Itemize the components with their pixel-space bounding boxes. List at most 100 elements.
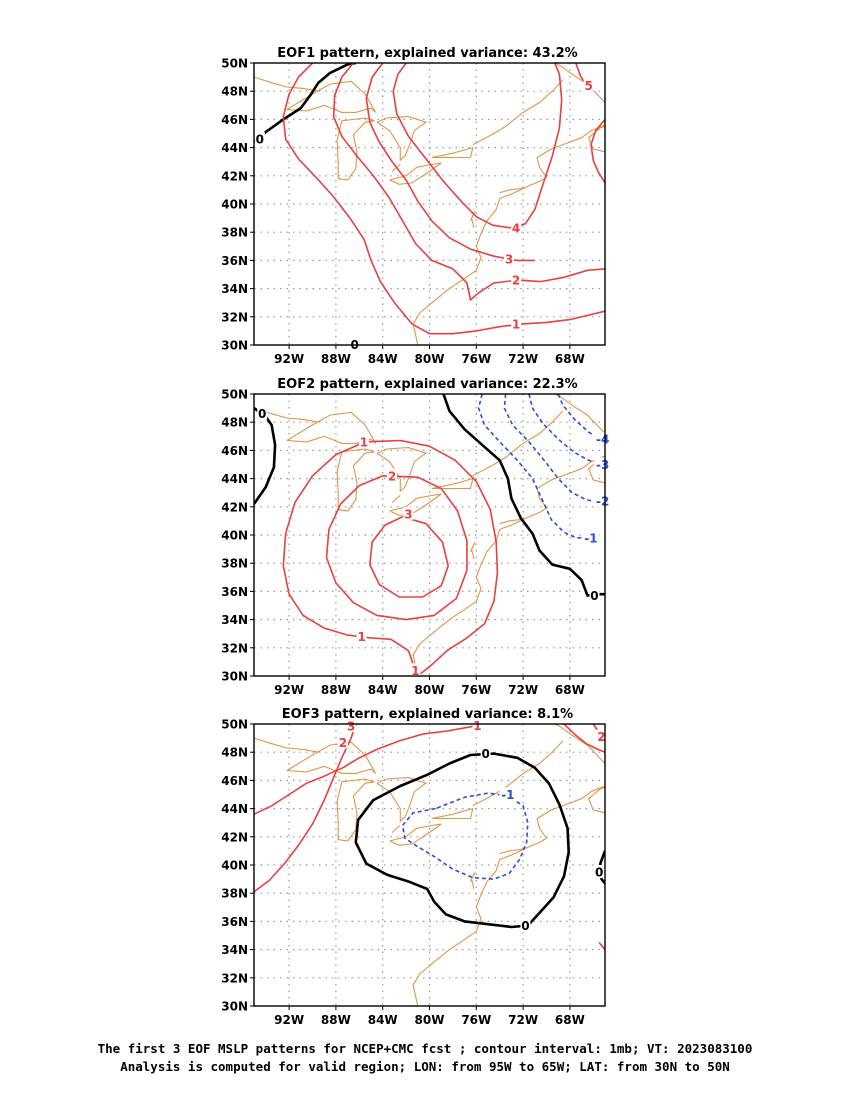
contour-label-bg <box>520 918 531 932</box>
coastline <box>336 117 375 181</box>
y-tick-label: 46N <box>221 113 248 127</box>
y-tick-label: 46N <box>221 774 248 788</box>
contour-label-bg <box>410 663 421 677</box>
contour-zero <box>442 394 605 597</box>
x-tick-label: 92W <box>274 1013 304 1027</box>
y-tick-label: 40N <box>221 198 248 212</box>
y-tick-label: 42N <box>221 169 248 183</box>
x-tick-label: 72W <box>508 683 538 697</box>
y-tick-label: 36N <box>221 915 248 929</box>
contour-label-bg <box>511 220 522 234</box>
coastline <box>391 825 401 834</box>
contour-negative <box>477 394 586 539</box>
x-tick-label: 88W <box>321 683 351 697</box>
y-tick-label: 36N <box>221 254 248 268</box>
y-tick-label: 42N <box>221 500 248 514</box>
coastline <box>431 807 474 820</box>
contour-label: -1 <box>584 531 597 545</box>
y-tick-label: 48N <box>221 416 248 430</box>
contour-label: -1 <box>501 788 514 802</box>
contour-negative <box>503 394 605 505</box>
contour-label-bg <box>472 718 483 732</box>
y-tick-label: 32N <box>221 971 248 985</box>
x-tick-label: 72W <box>508 352 538 366</box>
coastline <box>389 493 442 516</box>
coastline <box>391 495 401 504</box>
contour-label-bg <box>257 406 268 420</box>
coastline <box>336 448 375 512</box>
y-tick-label: 38N <box>221 887 248 901</box>
x-tick-label: 92W <box>274 352 304 366</box>
contour-label: 0 <box>481 747 489 761</box>
contour-positive <box>598 941 605 951</box>
contour-zero <box>354 752 570 929</box>
coastline <box>499 186 525 194</box>
x-tick-label: 72W <box>508 1013 538 1027</box>
y-tick-label: 30N <box>221 1000 248 1014</box>
panel-title: EOF3 pattern, explained variance: 8.1% <box>282 707 573 722</box>
contour-label: 3 <box>505 252 513 266</box>
eof-panel-2: EOF2 pattern, explained variance: 22.3% 0… <box>221 377 612 697</box>
coastline <box>470 541 476 560</box>
contour-label: 0 <box>256 133 264 147</box>
x-tick-label: 76W <box>461 352 491 366</box>
contour-label-bg <box>337 735 348 749</box>
coastline <box>389 162 442 185</box>
contour-positive <box>563 724 605 753</box>
contour-label: 1 <box>357 630 365 644</box>
contour-positive <box>332 63 605 301</box>
coastline <box>286 80 377 113</box>
contour-negative <box>528 394 605 466</box>
y-tick-label: 38N <box>221 557 248 571</box>
contour-label: -4 <box>596 433 609 447</box>
contour-label: 4 <box>512 221 520 235</box>
coastline <box>472 79 564 146</box>
contour-label-bg <box>504 251 515 265</box>
contour-positive <box>254 724 483 815</box>
contour-label: 2 <box>339 736 347 750</box>
coastline <box>254 737 319 753</box>
caption-line-2: Analysis is computed for valid region; L… <box>120 1059 730 1074</box>
contour-positive <box>369 515 449 598</box>
contours <box>254 63 605 335</box>
x-tick-label: 84W <box>368 352 398 366</box>
contour-label: 0 <box>521 919 529 933</box>
contour-zero <box>254 407 277 505</box>
contour-label-bg <box>589 588 600 602</box>
coastline <box>431 477 474 490</box>
contour-positive <box>392 63 563 229</box>
y-tick-label: 50N <box>221 718 248 732</box>
coastline <box>472 410 564 477</box>
contour-label-bg <box>594 494 612 508</box>
contour-label: 3 <box>347 720 355 734</box>
contour-label-bg <box>356 629 367 643</box>
y-tick-label: 42N <box>221 830 248 844</box>
y-tick-label: 34N <box>221 282 248 296</box>
contour-label-bg <box>511 273 522 287</box>
panel-title: EOF2 pattern, explained variance: 22.3% <box>277 377 577 392</box>
contour-label: 5 <box>584 79 592 93</box>
coastline <box>499 847 525 855</box>
coastline <box>554 394 605 434</box>
contour-label: 3 <box>404 507 412 521</box>
contour-label-bg <box>358 434 369 448</box>
contour-label: 0 <box>595 866 603 880</box>
eof-panel-3: EOF3 pattern, explained variance: 8.1% 0 0… <box>221 707 607 1027</box>
x-tick-label: 80W <box>415 1013 445 1027</box>
contour-label-bg <box>511 316 522 330</box>
coastline <box>286 741 377 774</box>
x-tick-label: 88W <box>321 352 351 366</box>
x-tick-label: 68W <box>555 352 585 366</box>
x-tick-label: 76W <box>461 683 491 697</box>
contour-label: 2 <box>388 469 396 483</box>
contour-zero <box>254 63 357 143</box>
coastline <box>554 724 605 764</box>
contour-label-bg <box>349 337 360 351</box>
contour-label-bg <box>583 78 594 92</box>
y-tick-label: 46N <box>221 444 248 458</box>
x-tick-label: 76W <box>461 1013 491 1027</box>
y-tick-label: 36N <box>221 585 248 599</box>
contour-label: 1 <box>411 664 419 678</box>
y-tick-label: 34N <box>221 613 248 627</box>
y-tick-label: 50N <box>221 388 248 402</box>
